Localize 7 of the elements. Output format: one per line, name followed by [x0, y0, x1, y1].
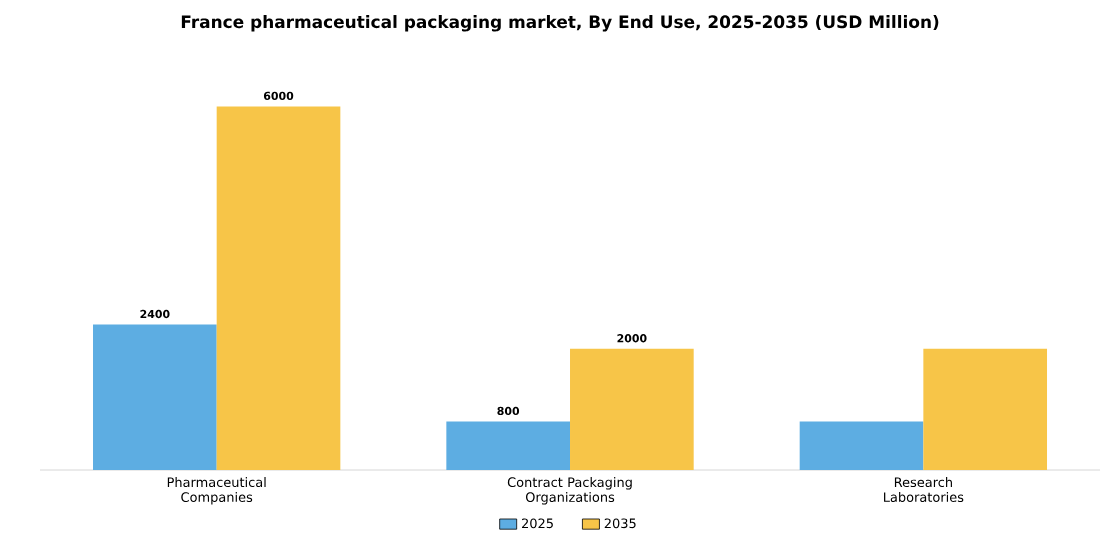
bar	[216, 106, 341, 470]
bar	[446, 421, 571, 470]
bar	[93, 324, 217, 470]
bar	[570, 348, 694, 470]
bar	[799, 421, 924, 470]
chart-title: France pharmaceutical packaging market, By End Use, 2025-2035 (USD Million)	[181, 15, 939, 32]
bar	[923, 348, 1048, 470]
